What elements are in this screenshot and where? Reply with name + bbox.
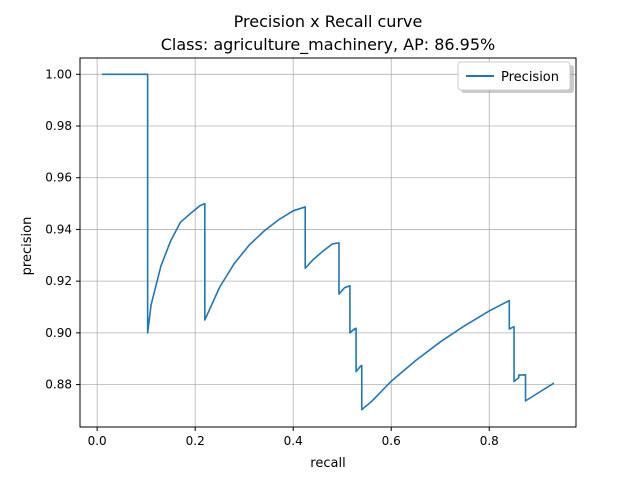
x-tick-label: 0.0 [88, 434, 107, 448]
y-tick-label: 0.98 [45, 119, 72, 133]
legend-entry-precision: Precision [501, 70, 559, 85]
y-axis-label: precision [20, 217, 35, 276]
x-tick-label: 0.6 [382, 434, 401, 448]
x-axis-label: recall [310, 456, 345, 471]
y-tick-label: 0.88 [45, 378, 72, 392]
plot-frame [79, 57, 577, 428]
legend: Precision [457, 61, 574, 93]
y-tick-label: 0.96 [45, 171, 72, 185]
tick-layer: 0.0 0.2 0.4 0.6 0.8 0.88 0.90 0.92 0.94 0.96 0.98 1… [45, 67, 499, 448]
chart-title: Precision x Recall curve [234, 12, 423, 31]
y-tick-label: 0.90 [45, 326, 72, 340]
y-tick-label: 0.92 [45, 274, 72, 288]
x-tick-label: 0.8 [480, 434, 499, 448]
x-tick-label: 0.4 [284, 434, 303, 448]
chart-subtitle: Class: agriculture_machinery, AP: 86.95% [161, 35, 495, 55]
series-layer [102, 73, 555, 411]
grid-lines [80, 58, 576, 427]
y-tick-label: 1.00 [45, 67, 72, 81]
y-tick-label: 0.94 [45, 222, 72, 236]
legend-box [457, 61, 571, 91]
series-line-precision [102, 73, 555, 411]
x-tick-label: 0.2 [186, 434, 205, 448]
